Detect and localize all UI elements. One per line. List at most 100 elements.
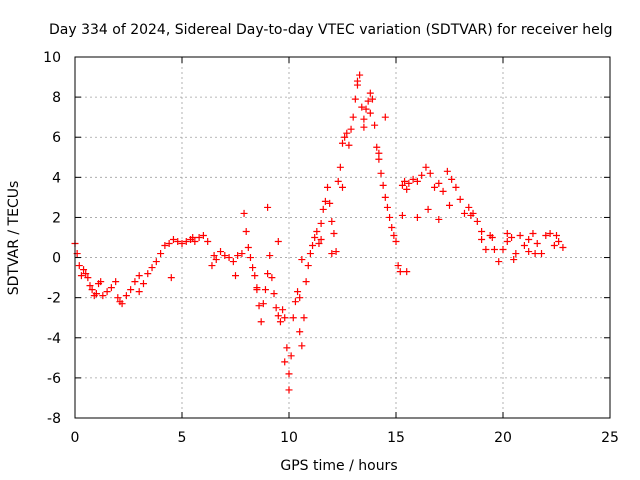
data-point — [191, 238, 199, 246]
data-point — [144, 270, 152, 278]
x-tick-label: 15 — [387, 430, 405, 446]
data-point — [495, 258, 503, 266]
data-point — [264, 270, 272, 278]
y-tick-label: -2 — [47, 291, 61, 307]
data-point — [326, 199, 334, 207]
data-point — [377, 169, 385, 177]
data-point — [401, 177, 409, 185]
data-point — [86, 282, 94, 290]
data-point — [555, 238, 563, 246]
x-tick-label: 10 — [280, 430, 298, 446]
data-point — [531, 250, 539, 258]
data-point — [234, 252, 242, 260]
y-tick-labels: -8 -6 -4 -2 0 2 4 6 8 10 — [43, 50, 61, 427]
data-point — [217, 248, 225, 256]
data-point — [424, 205, 432, 213]
data-point — [328, 250, 336, 258]
data-point — [182, 238, 190, 246]
data-point — [381, 193, 389, 201]
data-point — [274, 238, 282, 246]
data-point — [84, 274, 92, 282]
data-point — [499, 246, 507, 254]
x-tick-label: 25 — [601, 430, 619, 446]
data-point — [309, 242, 317, 250]
data-point — [238, 250, 246, 258]
grid — [75, 57, 610, 418]
data-point — [251, 272, 259, 280]
data-point — [189, 234, 197, 241]
data-point — [508, 234, 516, 241]
data-point — [229, 258, 237, 266]
data-point — [208, 262, 216, 270]
data-point — [396, 268, 404, 276]
data-point — [294, 288, 302, 296]
data-point — [135, 288, 143, 296]
data-point — [339, 183, 346, 191]
data-point — [77, 272, 85, 280]
data-point — [221, 252, 229, 260]
data-point — [291, 298, 299, 306]
y-tick-label: 4 — [52, 170, 61, 186]
data-point — [274, 312, 282, 320]
data-point — [356, 71, 364, 79]
data-point — [97, 278, 105, 286]
x-tick-label: 0 — [71, 430, 80, 446]
data-point — [330, 229, 338, 237]
data-point — [157, 250, 165, 258]
data-point — [403, 268, 411, 276]
data-point — [431, 183, 439, 191]
data-point — [82, 270, 90, 278]
data-point — [503, 229, 511, 237]
data-point — [478, 236, 486, 244]
data-point — [525, 248, 533, 256]
y-tick-label: 6 — [52, 130, 61, 146]
data-point — [257, 318, 265, 326]
data-point — [366, 89, 374, 97]
data-point — [148, 264, 156, 272]
data-point — [351, 95, 359, 103]
data-point — [272, 304, 280, 312]
ticks — [74, 56, 611, 419]
data-point — [533, 240, 541, 248]
data-point — [204, 238, 212, 246]
data-point — [80, 266, 88, 274]
data-point — [165, 240, 173, 248]
data-point — [306, 250, 314, 258]
y-tick-label: 2 — [52, 210, 61, 226]
data-point — [328, 217, 336, 225]
data-point — [353, 77, 361, 85]
x-axis-label: GPS time / hours — [280, 458, 397, 474]
data-point — [210, 252, 218, 260]
data-point — [88, 286, 96, 294]
data-point — [285, 386, 293, 394]
data-point — [388, 223, 396, 231]
data-point — [135, 272, 143, 280]
data-point — [546, 229, 554, 237]
data-point — [304, 262, 312, 270]
data-point — [456, 195, 464, 203]
data-point — [287, 352, 295, 360]
data-point — [114, 294, 122, 302]
data-point — [270, 290, 278, 298]
data-point — [92, 290, 100, 298]
data-point — [510, 256, 518, 264]
data-point — [152, 258, 160, 266]
data-point — [317, 236, 325, 244]
data-point — [244, 244, 252, 252]
data-point — [324, 183, 332, 191]
data-points — [71, 71, 567, 394]
data-point — [460, 209, 468, 217]
data-point — [368, 95, 376, 103]
data-point — [255, 302, 263, 310]
data-point — [553, 231, 560, 239]
data-point — [167, 274, 175, 282]
data-point — [379, 181, 387, 189]
data-point — [131, 278, 139, 286]
data-point — [381, 113, 389, 121]
data-point — [398, 181, 406, 189]
data-point — [174, 238, 182, 246]
y-tick-label: -4 — [47, 331, 61, 347]
data-point — [313, 227, 321, 235]
data-point — [336, 163, 344, 171]
